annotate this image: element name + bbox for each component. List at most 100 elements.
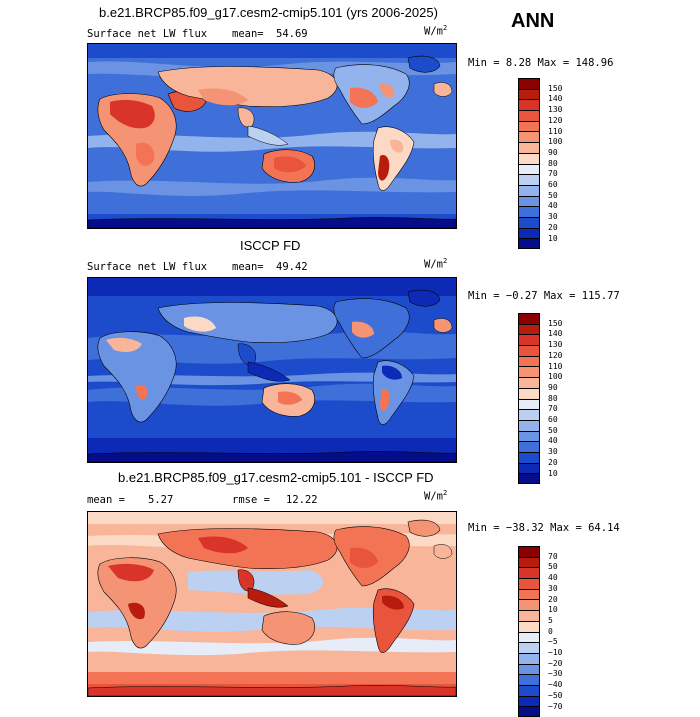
colorbar-level-label: 130 (548, 105, 563, 115)
colorbar-level-label: 120 (548, 115, 563, 125)
colorbar-segment (518, 366, 540, 378)
colorbar-level-label: 70 (548, 404, 558, 414)
colorbar-level-label: 60 (548, 180, 558, 189)
colorbar-level-label: 40 (548, 436, 558, 446)
colorbar-level-label: 20 (548, 457, 558, 467)
colorbar-segment (518, 88, 540, 100)
colorbar-segment (518, 99, 540, 111)
panel1-map (87, 43, 457, 229)
colorbar-segment (518, 663, 540, 675)
panel3-colorbar (518, 546, 540, 717)
colorbar-segment (518, 323, 540, 335)
colorbar-level-label: 80 (548, 158, 558, 168)
colorbar-level-label: 110 (548, 361, 563, 371)
colorbar-segment (518, 163, 540, 175)
colorbar-level-label: 120 (548, 350, 563, 360)
colorbar-level-label: 30 (548, 583, 558, 593)
colorbar-level-label: 70 (548, 169, 558, 179)
colorbar-level-label: −50 (548, 690, 563, 700)
colorbar-segment (518, 588, 540, 600)
colorbar-level-label: 90 (548, 147, 558, 157)
panel3-rmse-value: 12.22 (286, 494, 318, 506)
colorbar-level-label: 30 (548, 212, 558, 222)
panel3-min-max: Min = −38.32 Max = 64.14 (468, 522, 620, 534)
panel1-units: W/m2 (424, 24, 448, 38)
colorbar-segment (518, 216, 540, 228)
colorbar-level-label: 0 (548, 626, 553, 636)
panel3-mean-label: mean = (87, 494, 125, 506)
annual-label: ANN (511, 10, 555, 32)
panel2-mean-value: 49.42 (276, 261, 308, 273)
colorbar-segment (518, 567, 540, 579)
colorbar-level-label: 140 (548, 94, 563, 104)
colorbar-segment (518, 195, 540, 207)
colorbar-level-label: 10 (548, 233, 558, 243)
colorbar-level-label: 90 (548, 382, 558, 392)
colorbar-segment (518, 409, 540, 420)
colorbar-segment (518, 610, 540, 621)
colorbar-level-label: −10 (548, 648, 563, 657)
panel1-variable-label: Surface net LW flux (87, 28, 208, 40)
panel3-mean-value: 5.27 (148, 494, 174, 506)
colorbar-level-label: 140 (548, 329, 563, 339)
colorbar-segment (518, 184, 540, 196)
colorbar-level-label: −70 (548, 701, 563, 711)
panel1-mean-label: mean= (232, 28, 264, 40)
colorbar-level-label: 80 (548, 393, 558, 403)
panel2-min-max: Min = −0.27 Max = 115.77 (468, 290, 620, 302)
colorbar-level-label: 30 (548, 447, 558, 457)
panel1-title: b.e21.BRCP85.f09_g17.cesm2-cmip5.101 (yr… (99, 5, 438, 20)
colorbar-segment (518, 313, 540, 324)
colorbar-segment (518, 227, 540, 239)
colorbar-segment (518, 620, 540, 632)
colorbar-segment (518, 652, 540, 664)
colorbar-level-label: 150 (548, 318, 563, 328)
colorbar-segment (518, 152, 540, 164)
colorbar-level-label: 70 (548, 551, 558, 561)
colorbar-segment (518, 546, 540, 557)
colorbar-segment (518, 377, 540, 388)
panel1-colorbar (518, 78, 540, 249)
colorbar-segment (518, 642, 540, 653)
panel2-colorbar (518, 313, 540, 484)
colorbar-segment (518, 131, 540, 143)
colorbar-level-label: −20 (548, 658, 563, 668)
colorbar-level-label: 150 (548, 83, 563, 93)
colorbar-segment (518, 387, 540, 399)
colorbar-level-label: −30 (548, 669, 563, 679)
panel1-mean-value: 54.69 (276, 28, 308, 40)
colorbar-segment (518, 599, 540, 611)
colorbar-segment (518, 462, 540, 474)
colorbar-segment (518, 674, 540, 685)
panel1-min-max: Min = 8.28 Max = 148.96 (468, 57, 614, 69)
colorbar-segment (518, 174, 540, 185)
colorbar-segment (518, 451, 540, 463)
colorbar-segment (518, 238, 540, 249)
colorbar-segment (518, 430, 540, 442)
colorbar-segment (518, 578, 540, 589)
colorbar-level-label: 50 (548, 190, 558, 200)
colorbar-level-label: 10 (548, 468, 558, 478)
panel2-units: W/m2 (424, 257, 448, 271)
panel2-variable-label: Surface net LW flux (87, 261, 208, 273)
panel3-units: W/m2 (424, 489, 448, 503)
colorbar-segment (518, 556, 540, 568)
colorbar-level-label: 60 (548, 415, 558, 424)
colorbar-segment (518, 206, 540, 217)
colorbar-segment (518, 684, 540, 696)
panel3-map (87, 511, 457, 697)
colorbar-segment (518, 419, 540, 431)
colorbar-level-label: 50 (548, 562, 558, 572)
colorbar-segment (518, 706, 540, 717)
colorbar-segment (518, 398, 540, 410)
colorbar-segment (518, 631, 540, 643)
colorbar-segment (518, 78, 540, 89)
panel2-title: ISCCP FD (240, 238, 301, 253)
colorbar-segment (518, 142, 540, 153)
colorbar-level-label: −40 (548, 680, 563, 690)
panel3-rmse-label: rmse = (232, 494, 270, 506)
colorbar-level-label: −5 (548, 637, 558, 647)
colorbar-segment (518, 355, 540, 367)
colorbar-level-label: 20 (548, 594, 558, 604)
colorbar-level-label: 10 (548, 605, 558, 615)
